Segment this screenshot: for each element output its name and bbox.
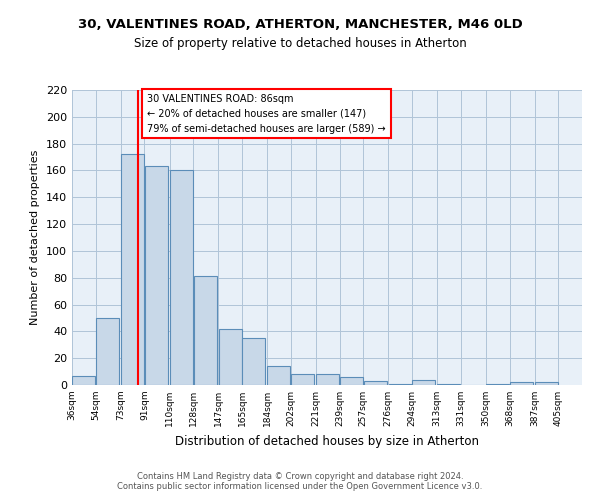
Bar [389,384,412,385]
Bar [218,328,242,385]
Bar [510,382,533,385]
Bar [121,154,144,385]
Bar [145,166,168,385]
Bar [437,384,460,385]
Bar [364,381,386,385]
Bar [194,276,217,385]
X-axis label: Distribution of detached houses by size in Atherton: Distribution of detached houses by size … [175,434,479,448]
Text: Contains HM Land Registry data © Crown copyright and database right 2024.: Contains HM Land Registry data © Crown c… [137,472,463,481]
Bar [242,338,265,385]
Bar [291,374,314,385]
Bar [340,377,363,385]
Bar [268,366,290,385]
Bar [73,376,95,385]
Bar [96,318,119,385]
Bar [412,380,436,385]
Bar [316,374,339,385]
Bar [486,384,509,385]
Text: 30 VALENTINES ROAD: 86sqm
← 20% of detached houses are smaller (147)
79% of semi: 30 VALENTINES ROAD: 86sqm ← 20% of detac… [147,94,386,134]
Bar [170,170,193,385]
Text: Size of property relative to detached houses in Atherton: Size of property relative to detached ho… [134,38,466,51]
Text: 30, VALENTINES ROAD, ATHERTON, MANCHESTER, M46 0LD: 30, VALENTINES ROAD, ATHERTON, MANCHESTE… [77,18,523,30]
Text: Contains public sector information licensed under the Open Government Licence v3: Contains public sector information licen… [118,482,482,491]
Y-axis label: Number of detached properties: Number of detached properties [31,150,40,325]
Bar [535,382,558,385]
